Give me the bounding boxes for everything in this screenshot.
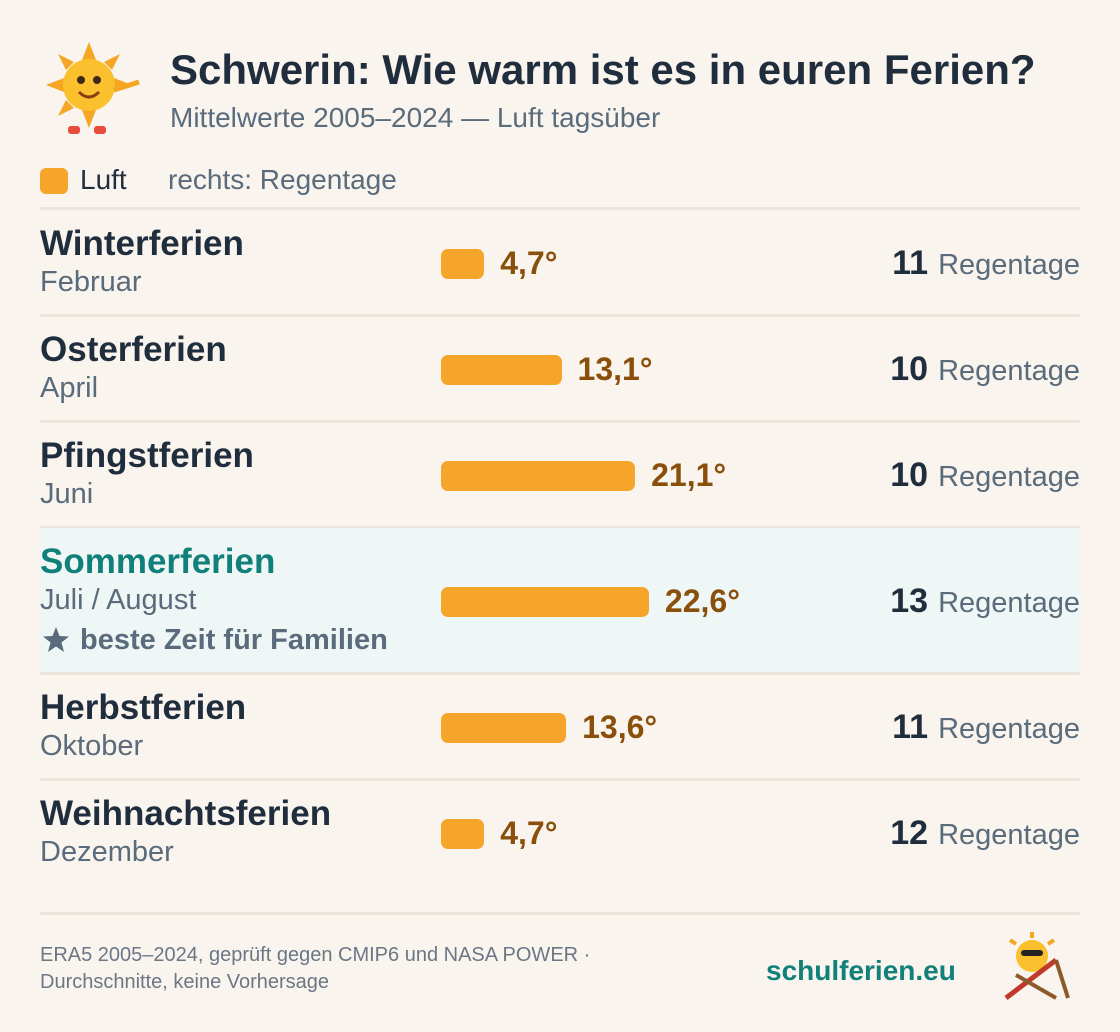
bar xyxy=(441,713,567,743)
value-label: 4,7° xyxy=(500,245,558,281)
row-title: Weihnachtsferien xyxy=(40,794,332,833)
row-title: Osterferien xyxy=(40,330,227,369)
divider xyxy=(40,526,1080,529)
brand: schulferien.eu xyxy=(766,955,956,986)
bar xyxy=(441,461,636,491)
rain-unit: Regentage xyxy=(938,355,1080,387)
divider xyxy=(40,912,1080,915)
row-subtitle: Juni xyxy=(40,478,94,510)
row-title: Winterferien xyxy=(40,224,244,263)
highlight-note: beste Zeit für Familien xyxy=(80,624,388,656)
rain-unit: Regentage xyxy=(938,587,1080,619)
bar xyxy=(441,587,649,617)
subtitle: Mittelwerte 2005–2024 — Luft tagsüber xyxy=(170,102,661,133)
legend-swatch xyxy=(40,168,68,194)
rain-days: 12 xyxy=(890,814,929,852)
divider xyxy=(40,314,1080,317)
row-subtitle: April xyxy=(40,372,99,404)
rain-cell: 12 Regentage xyxy=(890,814,1080,853)
row-subtitle: Oktober xyxy=(40,730,144,762)
legend-label: Luft xyxy=(80,164,127,195)
rain-days: 13 xyxy=(890,582,929,620)
rain-days: 11 xyxy=(892,708,929,746)
rain-days: 10 xyxy=(890,456,929,494)
value-label: 22,6° xyxy=(664,583,740,619)
rain-unit: Regentage xyxy=(938,249,1080,281)
sun-deckchair xyxy=(1004,932,1070,1000)
value-label: 4,7° xyxy=(500,815,558,851)
row-title: Pfingstferien xyxy=(40,436,254,475)
title: Schwerin: Wie warm ist es in euren Ferie… xyxy=(170,46,1036,93)
divider xyxy=(40,778,1080,781)
rain-cell: 11 Regentage xyxy=(892,708,1080,747)
bar xyxy=(441,819,485,849)
rain-unit: Regentage xyxy=(938,819,1080,851)
row-title: Herbstferien xyxy=(40,688,247,727)
source-line: ERA5 2005–2024, geprüft gegen CMIP6 und … xyxy=(40,944,591,966)
row-title: Sommerferien xyxy=(40,542,276,581)
star-icon xyxy=(43,627,69,652)
rain-cell: 11 Regentage xyxy=(892,244,1080,283)
row-subtitle: Dezember xyxy=(40,836,174,868)
rain-cell: 10 Regentage xyxy=(890,350,1080,389)
rain-cell: 10 Regentage xyxy=(890,456,1080,495)
rain-unit: Regentage xyxy=(938,713,1080,745)
divider xyxy=(40,420,1080,423)
bar xyxy=(441,355,562,385)
rain-cell: 13 Regentage xyxy=(890,582,1080,621)
source-line: Durchschnitte, keine Vorhersage xyxy=(40,971,330,993)
value-label: 21,1° xyxy=(651,457,727,493)
rain-days: 11 xyxy=(892,244,929,282)
legend-note: rechts: Regentage xyxy=(168,164,397,195)
divider xyxy=(40,672,1080,675)
rain-days: 10 xyxy=(890,350,929,388)
sun-mascot xyxy=(46,42,140,134)
rain-unit: Regentage xyxy=(938,461,1080,493)
bar xyxy=(441,249,485,279)
row-subtitle: Juli / August xyxy=(40,584,197,616)
divider xyxy=(40,207,1080,210)
value-label: 13,1° xyxy=(577,351,653,387)
value-label: 13,6° xyxy=(582,709,658,745)
row-subtitle: Februar xyxy=(40,266,142,298)
